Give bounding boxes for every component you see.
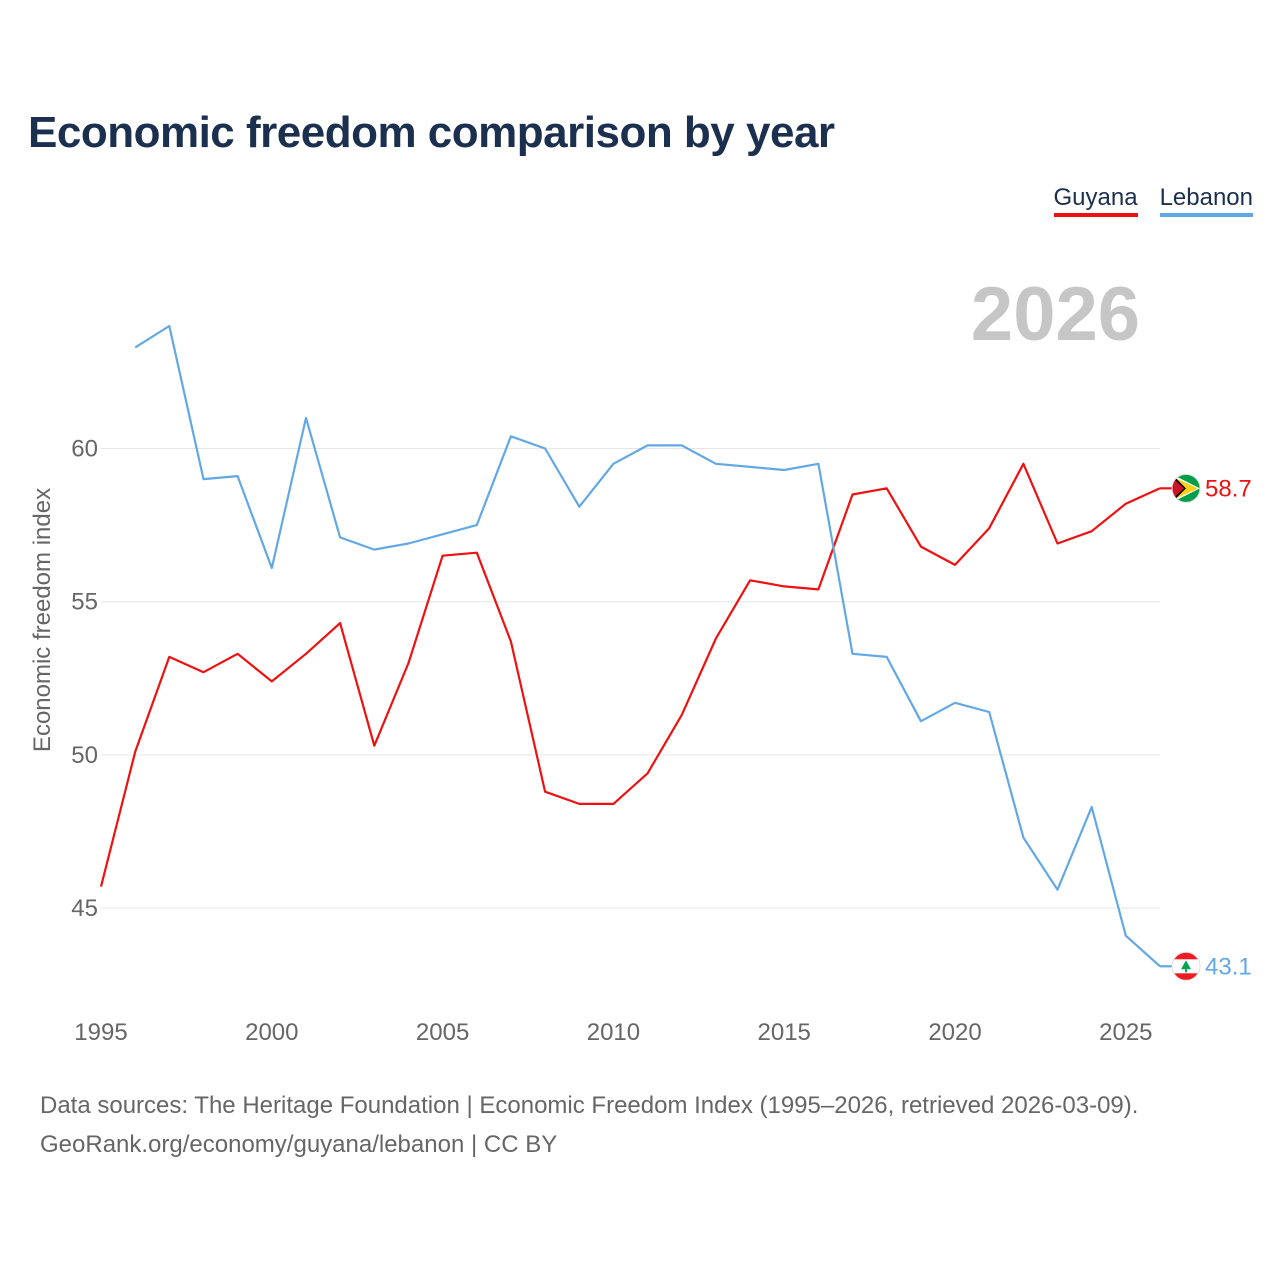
chart-title: Economic freedom comparison by year <box>28 108 835 157</box>
lebanon-flag-icon <box>1171 951 1201 981</box>
x-tick-label: 2025 <box>1099 1019 1152 1046</box>
x-tick-label: 1995 <box>74 1019 127 1046</box>
guyana-flag-icon <box>1171 473 1201 503</box>
legend-item-guyana[interactable]: Guyana <box>1053 184 1138 217</box>
x-tick-label: 2010 <box>587 1019 640 1046</box>
y-tick-label: 45 <box>71 895 98 922</box>
x-tick-label: 2020 <box>928 1019 981 1046</box>
data-source-note: Data sources: The Heritage Foundation | … <box>40 1092 1139 1119</box>
y-axis-label: Economic freedom index <box>29 488 56 752</box>
x-tick-label: 2005 <box>416 1019 469 1046</box>
legend-item-lebanon[interactable]: Lebanon <box>1159 184 1253 217</box>
end-value-label-lebanon: 43.1 <box>1205 953 1252 980</box>
year-watermark: 2026 <box>971 272 1140 357</box>
series-line-lebanon[interactable] <box>134 324 1161 968</box>
y-tick-label: 60 <box>71 436 98 463</box>
source-link[interactable]: GeoRank.org/economy/guyana/lebanon | CC … <box>40 1131 558 1158</box>
legend: Guyana Lebanon <box>1053 184 1253 217</box>
x-tick-label: 2015 <box>758 1019 811 1046</box>
series-line-guyana[interactable] <box>99 462 1161 887</box>
x-tick-label: 2000 <box>245 1019 298 1046</box>
y-tick-label: 50 <box>71 742 98 769</box>
y-tick-label: 55 <box>71 589 98 616</box>
end-value-label-guyana: 58.7 <box>1205 475 1252 502</box>
footer: Data sources: The Heritage Foundation | … <box>40 1086 1138 1164</box>
line-chart: 2026 45 50 55 60 1995 2000 2005 2010 2015 2020 20… <box>29 272 1252 1046</box>
